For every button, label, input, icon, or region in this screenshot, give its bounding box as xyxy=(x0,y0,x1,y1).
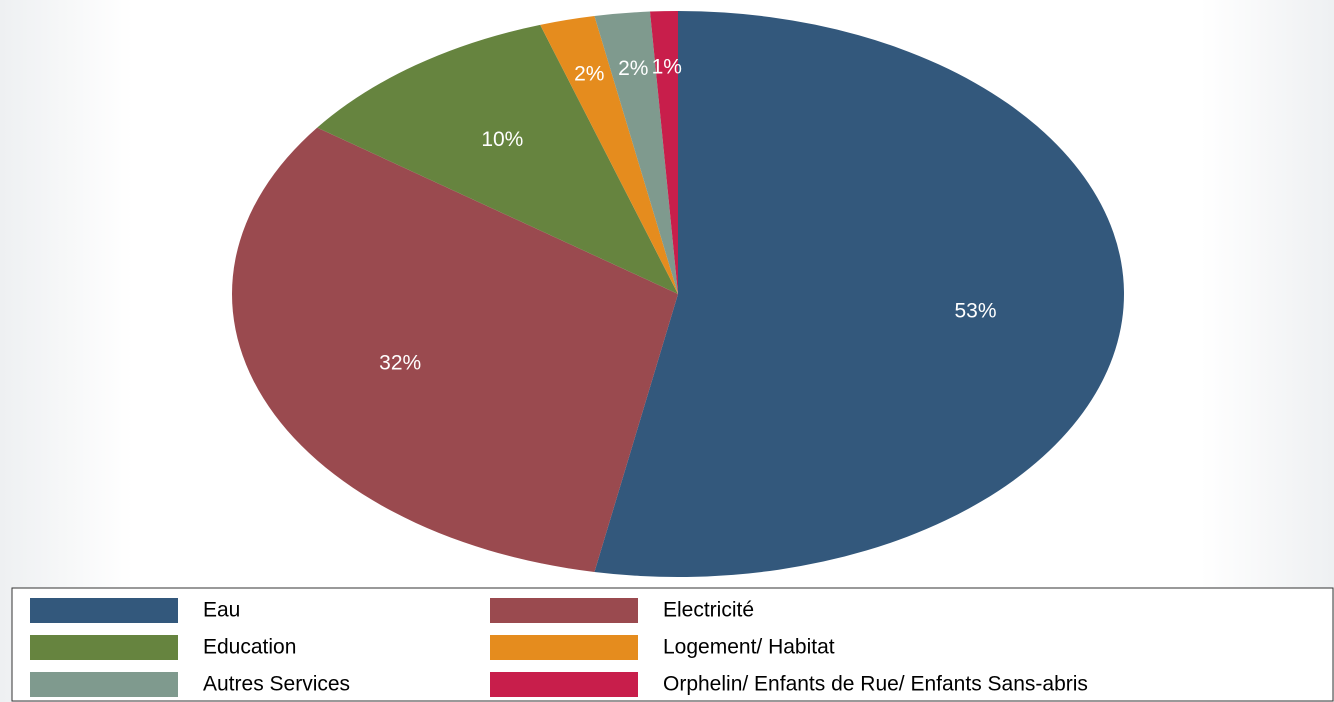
legend-label: Logement/ Habitat xyxy=(663,636,835,659)
legend xyxy=(11,587,1334,702)
legend-swatch xyxy=(490,672,638,697)
data-label: 10% xyxy=(481,128,523,151)
pie-slice xyxy=(231,127,679,572)
legend-swatch xyxy=(30,598,178,623)
legend-label: Autres Services xyxy=(203,673,350,696)
legend-entries: Eau Electricité Education Logement/ Habitat… xyxy=(30,598,1088,697)
pie-slice xyxy=(594,11,1124,577)
legend-label: Orphelin/ Enfants de Rue/ Enfants Sans-a… xyxy=(663,673,1088,696)
legend-swatch xyxy=(490,635,638,660)
legend-swatch xyxy=(490,598,638,623)
pie-slice xyxy=(317,24,678,294)
data-label: 32% xyxy=(379,351,421,374)
data-label: 2% xyxy=(574,62,604,85)
data-label: 1% xyxy=(652,55,682,78)
pie-slice xyxy=(540,16,678,295)
data-label: 2% xyxy=(618,57,648,80)
pie: 53%32%10%2% 2% 1% xyxy=(231,11,1124,577)
data-label: 53% xyxy=(954,299,996,322)
legend-swatch xyxy=(30,672,178,697)
pie-slice xyxy=(594,11,678,294)
legend-label: Eau xyxy=(203,599,240,622)
pie-slice xyxy=(649,11,678,294)
legend-label: Education xyxy=(203,636,296,659)
legend-swatch xyxy=(30,635,178,660)
legend-label: Electricité xyxy=(663,599,754,622)
